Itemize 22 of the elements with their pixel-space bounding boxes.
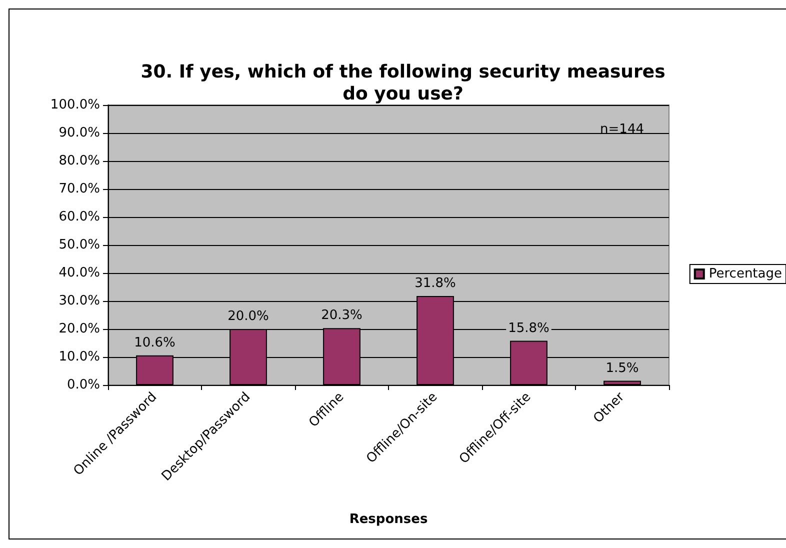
- data-label: 1.5%: [606, 360, 639, 376]
- legend-label: Percentage: [708, 266, 782, 282]
- data-label: 20.3%: [321, 308, 362, 324]
- y-tick-label: 100.0%: [50, 98, 100, 112]
- data-label: 31.8%: [414, 276, 456, 291]
- data-label: 10.6%: [134, 335, 176, 350]
- y-tick-label: 0.0%: [66, 378, 100, 392]
- y-tick-label: 40.0%: [58, 266, 100, 280]
- bar: [604, 380, 641, 385]
- y-tick-label: 70.0%: [58, 182, 100, 196]
- data-label: 15.8%: [508, 320, 550, 336]
- x-axis-title: Responses: [349, 512, 428, 527]
- y-tick-label: 90.0%: [58, 126, 100, 140]
- y-tick-label: 50.0%: [58, 238, 100, 252]
- y-tick-label: 10.0%: [58, 350, 100, 364]
- y-tick-label: 20.0%: [58, 322, 100, 336]
- y-tick-label: 80.0%: [58, 154, 100, 168]
- data-label: 20.0%: [228, 309, 269, 324]
- chart-title: 30. If yes, which of the following security measures do you use?: [140, 62, 666, 104]
- y-tick-label: 30.0%: [58, 294, 100, 308]
- annotation: n=144: [600, 122, 644, 137]
- y-tick-label: 60.0%: [58, 210, 100, 224]
